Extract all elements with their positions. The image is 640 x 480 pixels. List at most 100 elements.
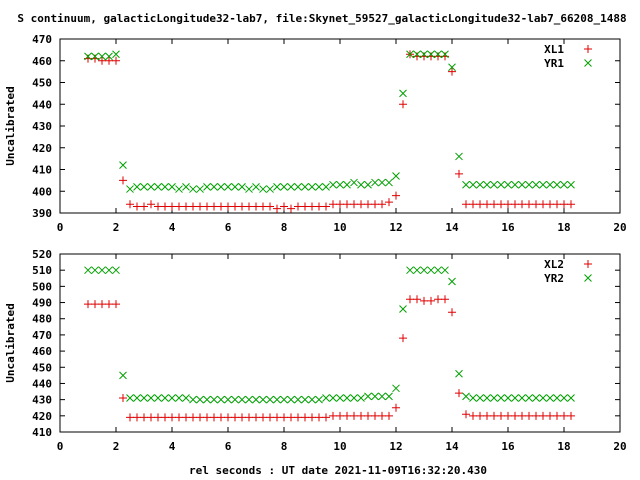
data-point-plus (427, 296, 435, 305)
data-point-plus (399, 334, 407, 343)
x-tick-label: 10 (333, 440, 346, 453)
y-tick-label: 430 (32, 120, 52, 133)
data-point-cross (462, 392, 470, 401)
data-point-cross (343, 394, 351, 402)
y-tick-label: 450 (32, 361, 52, 374)
data-point-cross (308, 395, 316, 404)
y-axis-label: Uncalibrated (4, 303, 17, 382)
data-point-cross (203, 183, 211, 191)
legend-label: XL2 (544, 258, 564, 271)
data-point-cross (231, 395, 239, 404)
data-point-cross (560, 394, 568, 402)
data-point-plus (280, 413, 288, 422)
y-tick-label: 480 (32, 313, 52, 326)
x-axis-label: rel seconds : UT date 2021-11-09T16:32:2… (189, 464, 487, 477)
x-tick-label: 4 (169, 440, 176, 453)
data-point-plus (210, 413, 218, 422)
data-point-cross (413, 266, 421, 275)
data-point-plus (406, 295, 414, 304)
y-tick-label: 510 (32, 264, 52, 277)
data-point-cross (357, 180, 365, 189)
data-point-plus (287, 204, 295, 213)
data-point-plus (245, 413, 253, 422)
data-point-cross (567, 180, 575, 189)
data-point-cross (210, 395, 218, 404)
data-point-plus (210, 202, 218, 211)
data-point-plus (266, 202, 274, 211)
data-point-cross (308, 183, 316, 191)
data-point-plus (308, 202, 316, 211)
y-tick-label: 460 (32, 345, 52, 358)
data-point-cross (378, 178, 386, 187)
bottom-panel: 410 420 430 440 450 460 470 480 490 500 510 520 0 2 4 6… (4, 248, 627, 453)
data-point-plus (175, 413, 183, 422)
data-point-plus (231, 413, 239, 422)
data-point-cross (315, 395, 323, 404)
data-point-cross (343, 180, 351, 189)
data-point-plus (322, 413, 330, 422)
data-point-cross (560, 180, 568, 189)
data-point-plus (273, 204, 281, 213)
data-point-cross (518, 394, 526, 402)
data-point-cross (84, 266, 92, 275)
data-point-plus (126, 413, 134, 422)
data-point-plus (462, 200, 470, 209)
data-point-cross (434, 266, 442, 275)
data-point-plus (112, 56, 120, 65)
data-point-cross (553, 394, 561, 402)
data-point-plus (448, 308, 456, 317)
data-point-plus (455, 169, 463, 178)
data-point-plus (203, 202, 211, 211)
data-point-plus (504, 200, 512, 209)
data-point-cross (322, 394, 330, 402)
data-point-plus (469, 411, 477, 420)
data-point-plus (147, 413, 155, 422)
data-point-cross (546, 394, 554, 402)
y-tick-label: 470 (32, 329, 52, 342)
data-point-cross (154, 394, 162, 402)
data-point-plus (98, 56, 106, 65)
data-point-plus (301, 202, 309, 211)
x-tick-label: 4 (169, 221, 176, 234)
data-point-plus (196, 202, 204, 211)
data-point-cross (504, 180, 512, 189)
plot-frame (59, 253, 621, 433)
data-point-cross (259, 185, 267, 193)
data-point-cross (98, 52, 106, 61)
data-point-plus (553, 411, 561, 420)
data-point-cross (252, 395, 260, 404)
data-point-cross (112, 266, 120, 275)
data-point-cross (294, 395, 302, 404)
data-point-plus (511, 200, 519, 209)
x-tick-label: 18 (557, 221, 570, 234)
data-point-cross (455, 152, 463, 161)
data-point-plus (154, 202, 162, 211)
data-point-cross (392, 384, 400, 393)
data-point-plus (294, 413, 302, 422)
figure-title: S continuum, galacticLongitude32-lab7, f… (17, 12, 626, 25)
data-point-cross (455, 369, 463, 378)
x-tick-label: 0 (57, 440, 64, 453)
data-point-cross (532, 180, 540, 189)
data-point-plus (350, 200, 358, 209)
x-tick-label: 6 (225, 440, 232, 453)
data-point-cross (231, 183, 239, 191)
data-point-cross (238, 183, 246, 191)
data-point-plus (133, 413, 141, 422)
y-tick-label: 420 (32, 142, 52, 155)
data-point-plus (189, 202, 197, 211)
data-point-plus (441, 295, 449, 304)
data-point-plus (182, 202, 190, 211)
data-point-plus (140, 413, 148, 422)
data-point-cross (140, 394, 148, 402)
data-point-plus (189, 413, 197, 422)
x-tick-label: 12 (389, 221, 402, 234)
data-point-cross (546, 180, 554, 189)
data-point-plus (448, 67, 456, 76)
data-point-plus (434, 295, 442, 304)
data-point-cross (483, 394, 491, 402)
data-point-plus (420, 296, 428, 305)
data-point-plus (91, 300, 99, 309)
x-tick-label: 0 (57, 221, 64, 234)
